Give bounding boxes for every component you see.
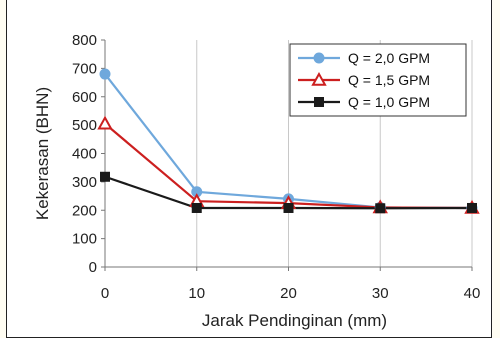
y-axis-label: Kekerasan (BHN) bbox=[33, 87, 52, 220]
legend-marker-0 bbox=[313, 52, 325, 64]
data-point-s2-x0 bbox=[100, 171, 110, 182]
axes bbox=[101, 39, 473, 271]
data-point-s2-x20 bbox=[283, 202, 294, 213]
x-tick-label-30: 30 bbox=[372, 285, 389, 302]
series-markers bbox=[97, 68, 480, 214]
y-tick-label-400: 400 bbox=[72, 146, 97, 163]
x-tick-label-20: 20 bbox=[280, 285, 297, 302]
data-point-s2-x40 bbox=[467, 202, 477, 213]
legend-label-2: Q = 1,0 GPM bbox=[348, 94, 430, 110]
data-point-s2-x10 bbox=[191, 202, 202, 213]
y-tick-label-100: 100 bbox=[72, 231, 97, 248]
y-tick-label-700: 700 bbox=[72, 60, 97, 77]
data-point-s2-x30 bbox=[375, 203, 386, 214]
x-axis-label: Jarak Pendinginan (mm) bbox=[202, 311, 387, 330]
y-tick-label-600: 600 bbox=[72, 89, 97, 106]
y-tick-label-200: 200 bbox=[72, 202, 97, 219]
x-tick-label-10: 10 bbox=[188, 285, 205, 302]
legend-marker-2 bbox=[314, 97, 324, 107]
tick-labels: 0 100 200 300 400 500 600 700 800 0 10 20 30 40 bbox=[72, 32, 480, 302]
x-tick-label-40: 40 bbox=[464, 285, 481, 302]
data-point-s1-x0 bbox=[97, 115, 113, 130]
legend-label-0: Q = 2,0 GPM bbox=[348, 50, 430, 66]
data-point-s0-x0 bbox=[99, 68, 111, 80]
x-tick-label-0: 0 bbox=[101, 285, 109, 302]
line-chart: 0 100 200 300 400 500 600 700 800 0 10 20 30 40 Jarak… bbox=[33, 32, 480, 330]
legend-label-1: Q = 1,5 GPM bbox=[348, 72, 430, 88]
chart-container: 0 100 200 300 400 500 600 700 800 0 10 20 30 40 Jarak… bbox=[6, 0, 492, 338]
y-tick-label-300: 300 bbox=[72, 174, 97, 191]
y-tick-label-800: 800 bbox=[72, 32, 97, 49]
y-tick-label-500: 500 bbox=[72, 117, 97, 134]
y-tick-label-0: 0 bbox=[89, 259, 97, 276]
legend-marker-1 bbox=[311, 71, 327, 86]
legend: Q = 2,0 GPM Q = 1,5 GPM Q = 1,0 GPM bbox=[289, 43, 467, 117]
